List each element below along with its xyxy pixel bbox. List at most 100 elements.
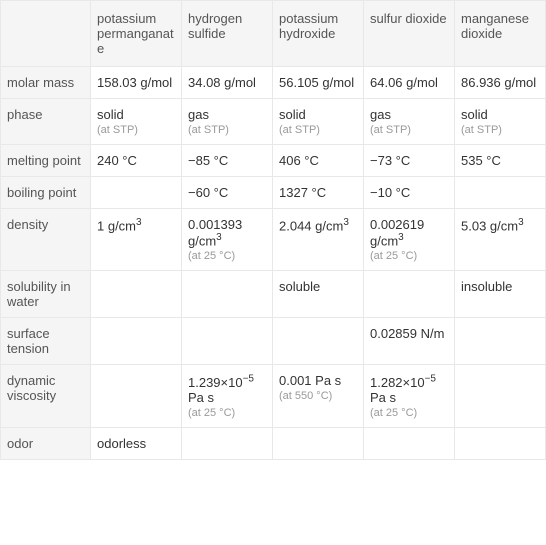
cell: 0.02859 N/m bbox=[364, 318, 455, 365]
cell-value: −10 °C bbox=[370, 185, 410, 200]
table-row: surface tension 0.02859 N/m bbox=[1, 318, 546, 365]
cell: 0.001 Pa s (at 550 °C) bbox=[273, 365, 364, 427]
cell-value: 86.936 g/mol bbox=[461, 75, 536, 90]
cell: 5.03 g/cm3 bbox=[455, 209, 546, 271]
cell: solid(at STP) bbox=[91, 99, 182, 145]
cell: 2.044 g/cm3 bbox=[273, 209, 364, 271]
cell-value: 1.282×10−5 Pa s bbox=[370, 375, 436, 405]
row-label: molar mass bbox=[1, 67, 91, 99]
table-row: boiling point−60 °C1327 °C−10 °C bbox=[1, 177, 546, 209]
cell-note: (at 25 °C) bbox=[188, 250, 266, 262]
row-label: dynamic viscosity bbox=[1, 365, 91, 427]
table-row: phasesolid(at STP)gas(at STP)solid(at ST… bbox=[1, 99, 546, 145]
cell: 64.06 g/mol bbox=[364, 67, 455, 99]
cell bbox=[455, 177, 546, 209]
cell-value: 535 °C bbox=[461, 153, 501, 168]
row-label: melting point bbox=[1, 145, 91, 177]
cell-superscript: 3 bbox=[343, 217, 349, 228]
row-label: density bbox=[1, 209, 91, 271]
cell: solid (at STP) bbox=[455, 99, 546, 145]
cell-value: 0.02859 N/m bbox=[370, 326, 444, 341]
cell bbox=[455, 365, 546, 427]
cell: soluble bbox=[273, 271, 364, 318]
cell-value: solid bbox=[97, 107, 124, 122]
cell: 535 °C bbox=[455, 145, 546, 177]
cell-value: −73 °C bbox=[370, 153, 410, 168]
cell-note: (at STP) bbox=[370, 124, 448, 136]
cell-value: 1327 °C bbox=[279, 185, 326, 200]
cell-value: 56.105 g/mol bbox=[279, 75, 354, 90]
cell: −85 °C bbox=[182, 145, 273, 177]
cell: −73 °C bbox=[364, 145, 455, 177]
cell-value: −60 °C bbox=[188, 185, 228, 200]
cell: 1 g/cm3 bbox=[91, 209, 182, 271]
cell: 1.282×10−5 Pa s (at 25 °C) bbox=[364, 365, 455, 427]
cell bbox=[364, 427, 455, 459]
cell-value: 1.239×10−5 Pa s bbox=[188, 375, 254, 405]
cell-value: 34.08 g/mol bbox=[188, 75, 256, 90]
cell bbox=[91, 318, 182, 365]
table-row: solubility in water soluble insoluble bbox=[1, 271, 546, 318]
cell: 0.001393 g/cm3(at 25 °C) bbox=[182, 209, 273, 271]
cell: solid (at STP) bbox=[273, 99, 364, 145]
cell: −60 °C bbox=[182, 177, 273, 209]
row-label: surface tension bbox=[1, 318, 91, 365]
header-row: potassium permanganate hydrogen sulfide … bbox=[1, 1, 546, 67]
cell-value: 158.03 g/mol bbox=[97, 75, 172, 90]
cell: −10 °C bbox=[364, 177, 455, 209]
cell-value: insoluble bbox=[461, 279, 512, 294]
cell-superscript: 3 bbox=[518, 217, 524, 228]
cell-superscript: 3 bbox=[216, 232, 222, 243]
cell-value: 240 °C bbox=[97, 153, 137, 168]
cell bbox=[455, 318, 546, 365]
cell-superscript: 3 bbox=[398, 232, 404, 243]
header-col-2: hydrogen sulfide bbox=[182, 1, 273, 67]
cell bbox=[182, 271, 273, 318]
cell-value: 5.03 g/cm bbox=[461, 218, 518, 233]
table-row: melting point 240 °C −85 °C 406 °C −73 °C 535… bbox=[1, 145, 546, 177]
table-row: dynamic viscosity 1.239×10−5 Pa s (at 25 °… bbox=[1, 365, 546, 427]
table-row: density1 g/cm30.001393 g/cm3(at 25 °C)2.… bbox=[1, 209, 546, 271]
cell-value: solid bbox=[461, 107, 488, 122]
cell-note: (at STP) bbox=[461, 124, 539, 136]
cell: 0.002619 g/cm3(at 25 °C) bbox=[364, 209, 455, 271]
cell bbox=[91, 271, 182, 318]
cell bbox=[273, 427, 364, 459]
cell-value: 2.044 g/cm bbox=[279, 218, 343, 233]
cell bbox=[91, 365, 182, 427]
cell: 158.03 g/mol bbox=[91, 67, 182, 99]
cell-note: (at 550 °C) bbox=[279, 390, 357, 402]
cell-value: odorless bbox=[97, 436, 146, 451]
cell-value: 1 g/cm bbox=[97, 218, 136, 233]
cell bbox=[182, 318, 273, 365]
row-label: odor bbox=[1, 427, 91, 459]
cell: 1327 °C bbox=[273, 177, 364, 209]
table-body: molar mass 158.03 g/mol 34.08 g/mol 56.105 … bbox=[1, 67, 546, 460]
cell: gas(at STP) bbox=[182, 99, 273, 145]
cell-note: (at 25 °C) bbox=[188, 407, 266, 419]
cell-value: −85 °C bbox=[188, 153, 228, 168]
cell-note: (at 25 °C) bbox=[370, 407, 448, 419]
cell-value: 0.001 Pa s bbox=[279, 373, 341, 388]
cell-note: (at STP) bbox=[279, 124, 357, 136]
row-label: solubility in water bbox=[1, 271, 91, 318]
header-col-5: manganese dioxide bbox=[455, 1, 546, 67]
header-empty bbox=[1, 1, 91, 67]
cell-value: soluble bbox=[279, 279, 320, 294]
cell-value: 64.06 g/mol bbox=[370, 75, 438, 90]
cell bbox=[91, 177, 182, 209]
cell bbox=[182, 427, 273, 459]
cell-value: gas bbox=[188, 107, 209, 122]
cell: insoluble bbox=[455, 271, 546, 318]
cell: 406 °C bbox=[273, 145, 364, 177]
row-label: phase bbox=[1, 99, 91, 145]
cell bbox=[364, 271, 455, 318]
cell: 56.105 g/mol bbox=[273, 67, 364, 99]
properties-table: potassium permanganate hydrogen sulfide … bbox=[0, 0, 546, 460]
table-row: molar mass 158.03 g/mol 34.08 g/mol 56.105 … bbox=[1, 67, 546, 99]
cell-note: (at 25 °C) bbox=[370, 250, 448, 262]
cell-superscript: 3 bbox=[136, 217, 142, 228]
cell-value: 406 °C bbox=[279, 153, 319, 168]
cell-value: solid bbox=[279, 107, 306, 122]
cell bbox=[455, 427, 546, 459]
